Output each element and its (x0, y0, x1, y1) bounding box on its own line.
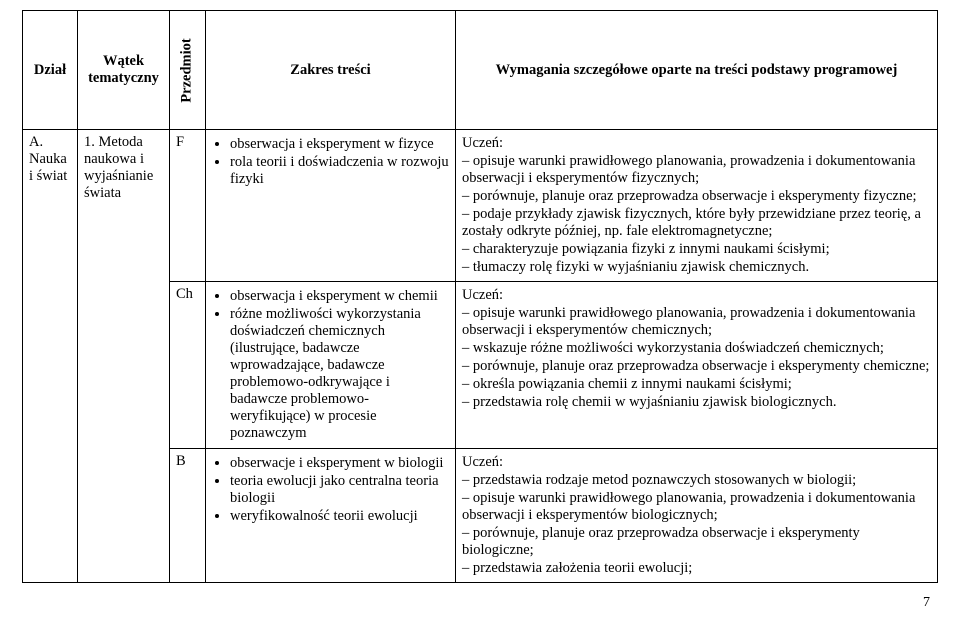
cell-requirements: Uczeń: – opisuje warunki prawidłowego pl… (456, 130, 938, 282)
cell-dzial: A. Nauka i świat (23, 130, 78, 583)
req-line: – przedstawia rodzaje metod poznawczych … (462, 472, 931, 489)
header-przedmiot: Przedmiot (170, 11, 206, 130)
req-line: – tłumaczy rolę fizyki w wyjaśnianiu zja… (462, 259, 931, 276)
header-wymagania: Wymagania szczegółowe oparte na treści p… (456, 11, 938, 130)
curriculum-table: Dział Wątek tematyczny Przedmiot Zakres … (22, 10, 938, 583)
req-line: – określa powiązania chemii z innymi nau… (462, 376, 931, 393)
cell-watek: 1. Metoda naukowa i wyjaśnianie świata (78, 130, 170, 583)
req-line: – wskazuje różne możliwości wykorzystani… (462, 340, 931, 357)
list-item: teoria ewolucji jako centralna teoria bi… (230, 473, 449, 507)
header-dzial: Dział (23, 11, 78, 130)
cell-zakres: obserwacja i eksperyment w fizyce rola t… (206, 130, 456, 282)
watek-text: naukowa i (84, 151, 144, 167)
cell-subject: Ch (170, 282, 206, 449)
req-line: Uczeń: (462, 287, 931, 304)
list-item: różne możliwości wykorzystania doświadcz… (230, 306, 449, 442)
list-item: weryfikowalność teorii ewolucji (230, 508, 449, 525)
req-line: – przedstawia rolę chemii w wyjaśnianiu … (462, 394, 931, 411)
dzial-text: Nauka (29, 151, 67, 167)
dzial-text: i świat (29, 168, 67, 184)
cell-zakres: obserwacje i eksperyment w biologii teor… (206, 449, 456, 583)
req-line: – opisuje warunki prawidłowego planowani… (462, 490, 931, 524)
list-item: obserwacja i eksperyment w chemii (230, 288, 449, 305)
page: Dział Wątek tematyczny Przedmiot Zakres … (0, 0, 960, 617)
cell-subject: F (170, 130, 206, 282)
watek-text: 1. Metoda (84, 134, 143, 150)
header-zakres: Zakres treści (206, 11, 456, 130)
req-line: – charakteryzuje powiązania fizyki z inn… (462, 241, 931, 258)
watek-text: świata (84, 185, 121, 201)
cell-zakres: obserwacja i eksperyment w chemii różne … (206, 282, 456, 449)
header-przedmiot-label: Przedmiot (179, 38, 196, 102)
zakres-list: obserwacja i eksperyment w chemii różne … (212, 288, 449, 442)
req-line: – opisuje warunki prawidłowego planowani… (462, 153, 931, 187)
req-line: – podaje przykłady zjawisk fizycznych, k… (462, 206, 931, 240)
cell-subject: B (170, 449, 206, 583)
page-number: 7 (923, 595, 930, 611)
cell-requirements: Uczeń: – opisuje warunki prawidłowego pl… (456, 282, 938, 449)
list-item: obserwacja i eksperyment w fizyce (230, 136, 449, 153)
req-line: – porównuje, planuje oraz przeprowadza o… (462, 358, 931, 375)
req-line: Uczeń: (462, 135, 931, 152)
req-line: – porównuje, planuje oraz przeprowadza o… (462, 188, 931, 205)
req-line: – przedstawia założenia teorii ewolucji; (462, 560, 931, 577)
req-line: – porównuje, planuje oraz przeprowadza o… (462, 525, 931, 559)
list-item: rola teorii i doświadczenia w rozwoju fi… (230, 154, 449, 188)
watek-text: wyjaśnianie (84, 168, 153, 184)
req-line: – opisuje warunki prawidłowego planowani… (462, 305, 931, 339)
cell-requirements: Uczeń: – przedstawia rodzaje metod pozna… (456, 449, 938, 583)
zakres-list: obserwacja i eksperyment w fizyce rola t… (212, 136, 449, 188)
header-row: Dział Wątek tematyczny Przedmiot Zakres … (23, 11, 938, 130)
list-item: obserwacje i eksperyment w biologii (230, 455, 449, 472)
header-watek: Wątek tematyczny (78, 11, 170, 130)
req-line: Uczeń: (462, 454, 931, 471)
table-row: A. Nauka i świat 1. Metoda naukowa i wyj… (23, 130, 938, 282)
zakres-list: obserwacje i eksperyment w biologii teor… (212, 455, 449, 525)
dzial-text: A. (29, 134, 43, 150)
